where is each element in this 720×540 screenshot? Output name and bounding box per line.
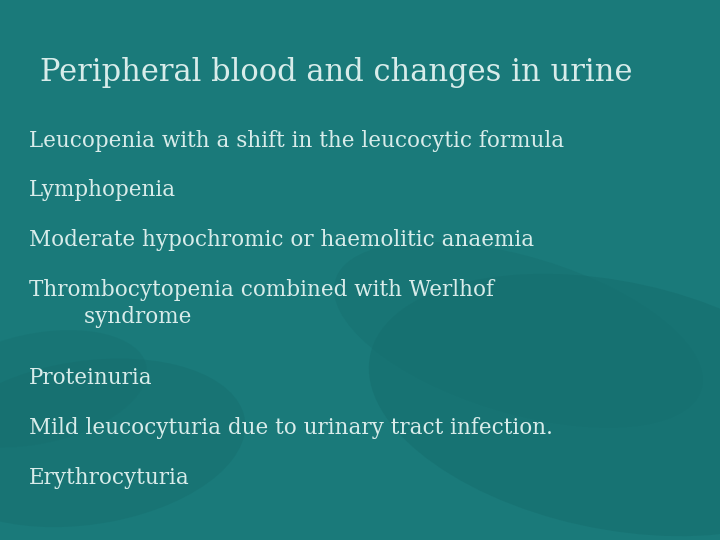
Ellipse shape: [0, 359, 246, 527]
Ellipse shape: [369, 274, 720, 536]
Text: Leucopenia with a shift in the leucocytic formula: Leucopenia with a shift in the leucocyti…: [29, 130, 564, 152]
Text: Mild leucocyturia due to urinary tract infection.: Mild leucocyturia due to urinary tract i…: [29, 417, 553, 439]
Ellipse shape: [0, 330, 147, 448]
Ellipse shape: [334, 242, 703, 428]
Text: Proteinuria: Proteinuria: [29, 367, 153, 389]
Text: Erythrocyturia: Erythrocyturia: [29, 467, 189, 489]
Text: Peripheral blood and changes in urine: Peripheral blood and changes in urine: [40, 57, 632, 87]
Text: Thrombocytopenia combined with Werlhof
        syndrome: Thrombocytopenia combined with Werlhof s…: [29, 279, 494, 328]
Text: Lymphopenia: Lymphopenia: [29, 179, 176, 201]
Text: Moderate hypochromic or haemolitic anaemia: Moderate hypochromic or haemolitic anaem…: [29, 229, 534, 251]
